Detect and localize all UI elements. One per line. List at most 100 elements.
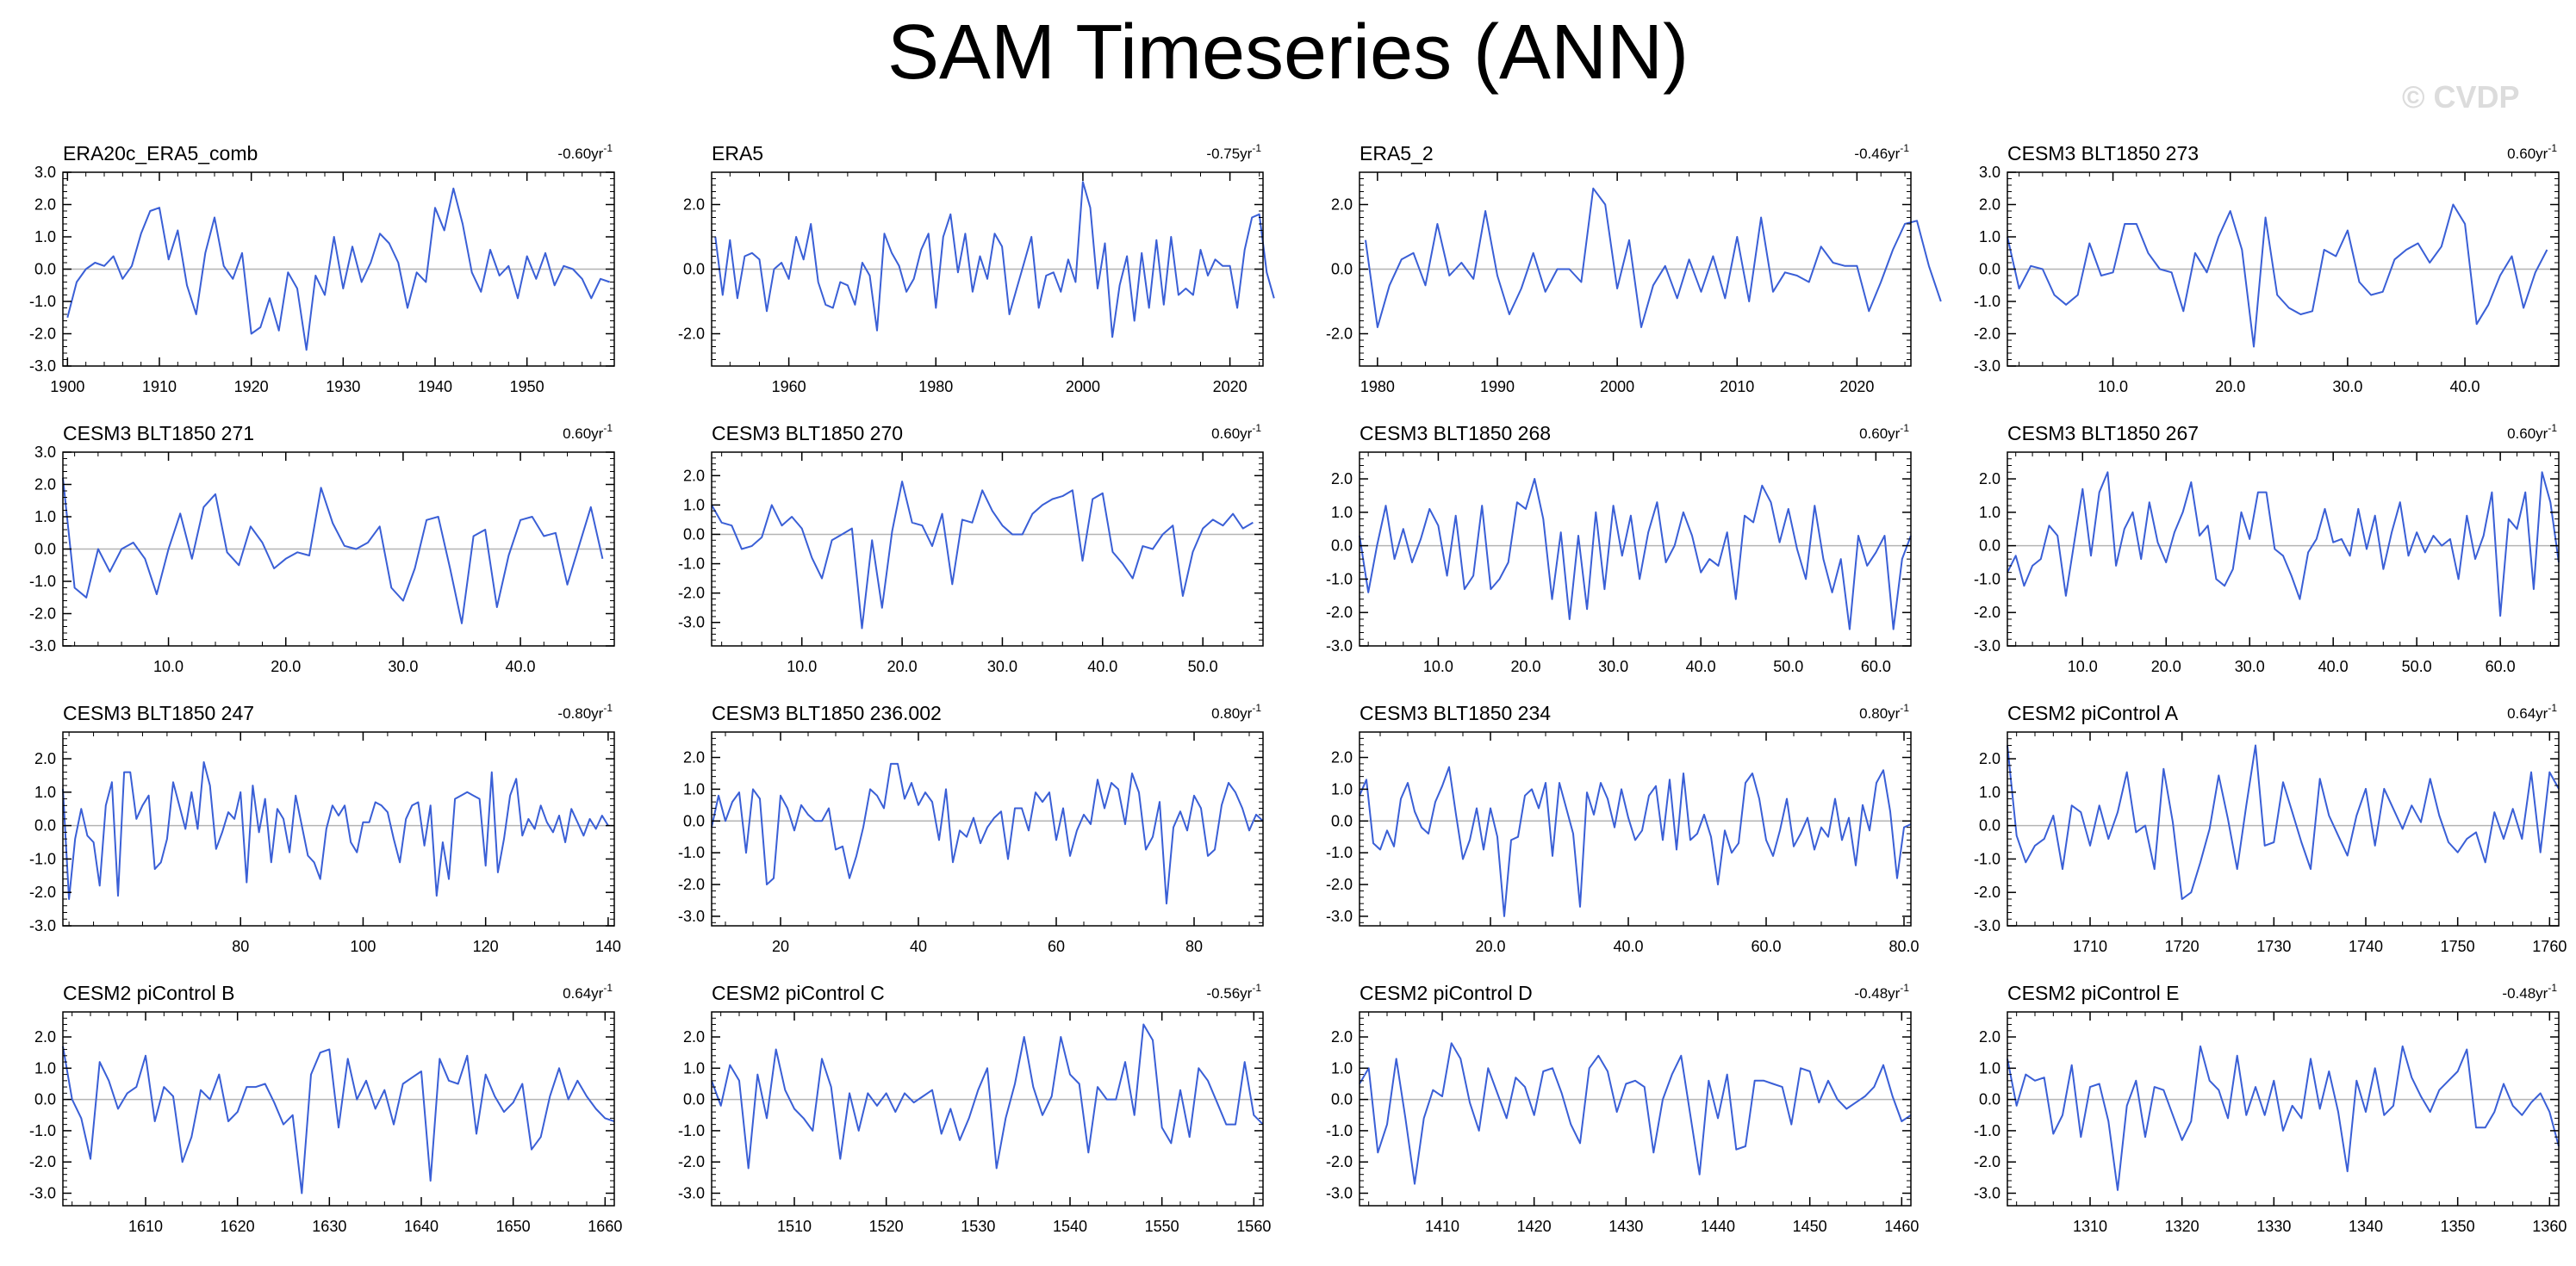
trend-label: -0.48yr-1: [1854, 982, 1909, 1002]
trend-label: 0.80yr-1: [1211, 702, 1261, 722]
x-tick-label: 40.0: [1613, 938, 1643, 955]
series-line: [1359, 478, 1912, 630]
y-tick-label: 0.0: [34, 541, 56, 558]
x-tick-label: 10.0: [2068, 658, 2098, 675]
trend-value: -0.80: [557, 705, 591, 722]
chart-panel: CESM3 BLT1850 270 0.60yr-1 -3.0 -2.0 -1.0 0.0…: [678, 422, 1264, 675]
plot-frame: [711, 1011, 1264, 1207]
y-tick-label: 2.0: [1331, 470, 1353, 487]
chart-panel: CESM2 piControl B 0.64yr-1 -3.0 -2.0 -1.0 0.0…: [29, 982, 622, 1235]
panel-title: ERA5_2: [1360, 142, 1434, 164]
trend-exponent: -1: [603, 422, 613, 434]
y-tick-label: 1.0: [1979, 784, 2000, 801]
x-tick-label: 1650: [496, 1218, 531, 1235]
chart-panel: CESM3 BLT1850 234 0.80yr-1 -3.0 -2.0 -1.0 0.0…: [1326, 702, 1920, 955]
trend-unit: yr: [1888, 425, 1901, 442]
trend-label: 0.60yr-1: [2507, 422, 2557, 442]
series-line: [1359, 1042, 1912, 1185]
chart-panel: ERA5 -0.75yr-1 -2.0 0.0 2.0 1960 1980 2000 2020: [678, 142, 1275, 395]
trend-value: 0.64: [2507, 705, 2536, 722]
x-tick-label: 50.0: [1188, 658, 1218, 675]
x-tick-label: 20.0: [1475, 938, 1505, 955]
trend-exponent: -1: [2548, 702, 2557, 714]
plot-frame: [1359, 451, 1912, 647]
x-tick-label: 60.0: [2486, 658, 2516, 675]
series-line: [2007, 203, 2548, 348]
y-tick-label: -3.0: [1326, 637, 1353, 655]
panel-title: CESM3 BLT1850 234: [1360, 702, 1551, 724]
y-tick-label: 2.0: [1979, 470, 2000, 487]
trend-exponent: -1: [603, 142, 613, 154]
trend-exponent: -1: [1252, 982, 1261, 994]
x-tick-label: 1460: [1884, 1218, 1919, 1235]
x-tick-label: 40.0: [506, 658, 536, 675]
y-tick-label: 2.0: [1979, 750, 2000, 767]
trend-exponent: -1: [1252, 142, 1261, 154]
y-tick-label: 2.0: [1331, 749, 1353, 766]
trend-value: 0.60: [563, 425, 591, 442]
y-tick-label: 2.0: [683, 1028, 705, 1046]
y-tick-label: -3.0: [29, 357, 56, 375]
x-tick-label: 1330: [2256, 1218, 2291, 1235]
y-tick-label: -3.0: [678, 614, 705, 631]
x-tick-label: 1930: [326, 378, 360, 395]
x-tick-label: 1310: [2073, 1218, 2107, 1235]
trend-value: 0.60: [2507, 146, 2536, 162]
trend-unit: yr: [591, 705, 604, 722]
x-tick-label: 1960: [772, 378, 806, 395]
chart-panel: CESM2 piControl E -0.48yr-1 -3.0 -2.0 -1.0 0.…: [1974, 982, 2567, 1235]
y-tick-label: 0.0: [34, 817, 56, 835]
x-tick-label: 80: [1185, 938, 1203, 955]
trend-exponent: -1: [603, 982, 613, 994]
x-tick-label: 20.0: [1510, 658, 1540, 675]
y-tick-label: -2.0: [1974, 604, 2000, 621]
plot-frame: [2007, 1011, 2560, 1207]
y-tick-label: 0.0: [34, 261, 56, 278]
x-tick-label: 1630: [312, 1218, 346, 1235]
x-tick-label: 60.0: [1751, 938, 1781, 955]
x-tick-label: 30.0: [987, 658, 1017, 675]
chart-panel: CESM2 piControl A 0.64yr-1 -3.0 -2.0 -1.0 0.0…: [1974, 702, 2567, 955]
series-line: [711, 481, 1254, 630]
y-tick-label: 1.0: [1331, 504, 1353, 521]
series-line: [714, 181, 1275, 338]
y-tick-label: -2.0: [678, 1153, 705, 1170]
y-tick-label: -2.0: [1974, 884, 2000, 901]
y-tick-label: -1.0: [678, 1122, 705, 1139]
x-tick-label: 40: [910, 938, 927, 955]
trend-label: 0.64yr-1: [2507, 702, 2557, 722]
x-tick-label: 1760: [2532, 938, 2567, 955]
trend-unit: yr: [591, 146, 604, 162]
x-tick-label: 1950: [510, 378, 544, 395]
chart-panel: CESM3 BLT1850 271 0.60yr-1 -3.0 -2.0 -1.0 0.0…: [29, 422, 615, 675]
trend-label: -0.60yr-1: [557, 142, 613, 162]
x-tick-label: 1560: [1236, 1218, 1271, 1235]
x-tick-label: 50.0: [2402, 658, 2432, 675]
y-tick-label: -1.0: [1974, 293, 2000, 310]
series-line: [66, 187, 611, 351]
x-tick-label: 1520: [869, 1218, 904, 1235]
plot-frame: [1359, 1011, 1912, 1207]
series-line: [62, 1046, 615, 1195]
x-tick-label: 30.0: [1598, 658, 1628, 675]
trend-unit: yr: [1240, 425, 1253, 442]
y-tick-label: -1.0: [678, 555, 705, 573]
chart-panel: ERA5_2 -0.46yr-1 -2.0 0.0 2.0 1980 1990 2000 201…: [1326, 142, 1942, 395]
y-tick-label: -1.0: [1974, 850, 2000, 867]
y-tick-label: 0.0: [683, 812, 705, 829]
trend-label: 0.80yr-1: [1859, 702, 1909, 722]
y-tick-label: 1.0: [1979, 1059, 2000, 1077]
x-tick-label: 1440: [1701, 1218, 1735, 1235]
x-tick-label: 1450: [1793, 1218, 1827, 1235]
y-tick-label: 0.0: [683, 1091, 705, 1108]
x-tick-label: 20.0: [271, 658, 301, 675]
y-tick-label: 2.0: [1979, 1028, 2000, 1046]
y-tick-label: 2.0: [683, 196, 705, 214]
panel-title: CESM2 piControl C: [712, 982, 885, 1004]
y-tick-label: 2.0: [683, 467, 705, 484]
y-tick-label: -2.0: [1974, 326, 2000, 343]
y-tick-label: 0.0: [1979, 817, 2000, 835]
panel-title: CESM3 BLT1850 236.002: [712, 702, 942, 724]
trend-exponent: -1: [603, 702, 613, 714]
